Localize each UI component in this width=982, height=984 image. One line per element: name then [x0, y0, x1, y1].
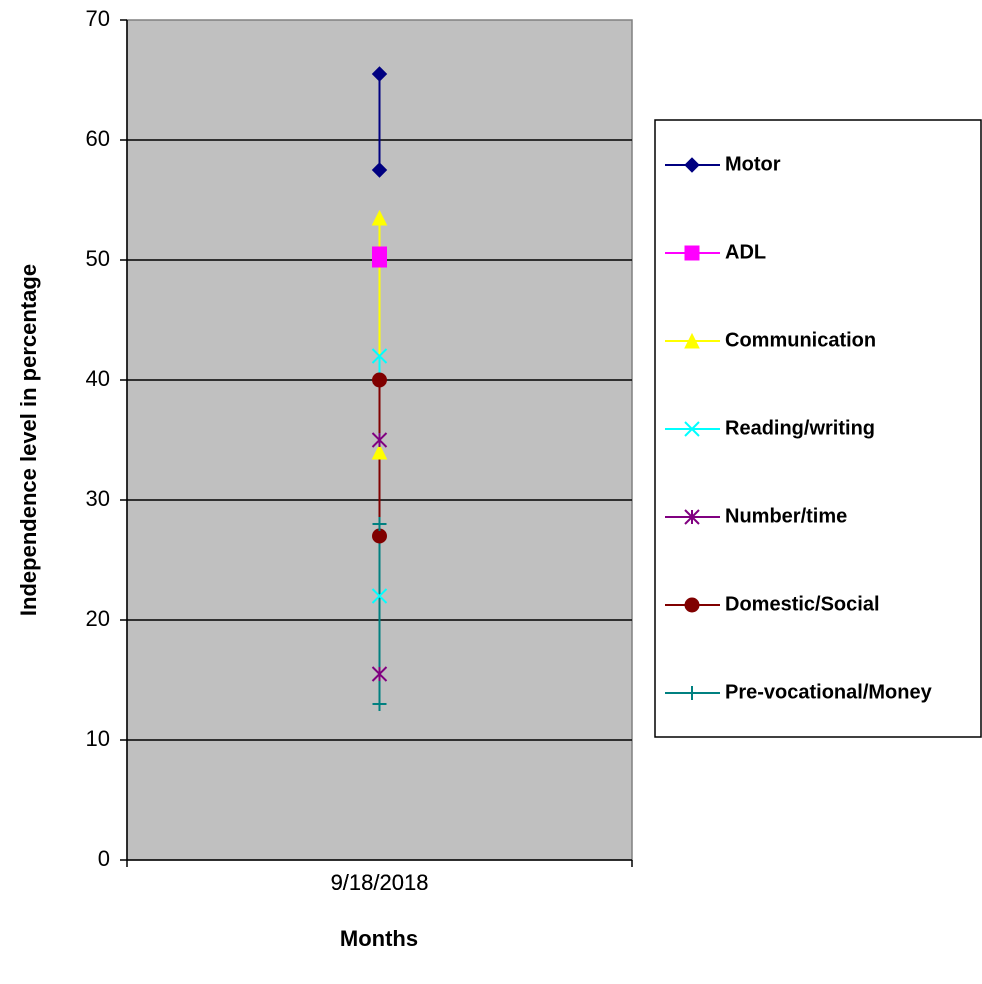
data-point [371, 66, 388, 82]
legend-marker [684, 597, 700, 613]
data-point [371, 443, 388, 460]
x-axis-title: Months [340, 926, 418, 951]
legend-label: Reading/writing [725, 417, 875, 439]
x-tick-label: 9/18/2018 [331, 870, 429, 895]
data-point [372, 697, 387, 711]
legend-label: Motor [725, 153, 781, 175]
legend-label: ADL [725, 241, 766, 263]
legend-marker [684, 332, 700, 349]
y-axis-title: Independence level in percentage [16, 264, 41, 616]
legend-marker [685, 686, 699, 700]
legend-marker [684, 421, 700, 437]
x-tick-label: 9/18/2018 [331, 870, 429, 895]
y-tick-label: 40 [86, 366, 110, 391]
data-point [372, 252, 387, 268]
legend-marker [684, 245, 700, 261]
legend-label: Pre-vocational/Money [725, 681, 933, 703]
data-point [372, 517, 387, 531]
data-point [372, 372, 387, 388]
legend-label: Number/time [725, 505, 847, 527]
y-tick-label: 0 [98, 846, 110, 871]
y-tick-label: 60 [86, 126, 110, 151]
data-point [371, 588, 388, 604]
data-point [371, 432, 388, 448]
y-tick-label: 20 [86, 606, 110, 631]
y-tick-label: 10 [86, 726, 110, 751]
y-tick-label: 30 [86, 486, 110, 511]
legend-label: Communication [725, 329, 876, 351]
legend-marker [684, 509, 700, 525]
data-point [371, 348, 388, 364]
legend-label: Domestic/Social [725, 593, 880, 615]
data-point [371, 666, 388, 682]
legend-marker [684, 157, 700, 173]
data-point [371, 162, 388, 178]
data-point [371, 209, 388, 226]
y-tick-label: 70 [86, 6, 110, 31]
y-tick-label: 50 [86, 246, 110, 271]
data-point [372, 528, 387, 544]
